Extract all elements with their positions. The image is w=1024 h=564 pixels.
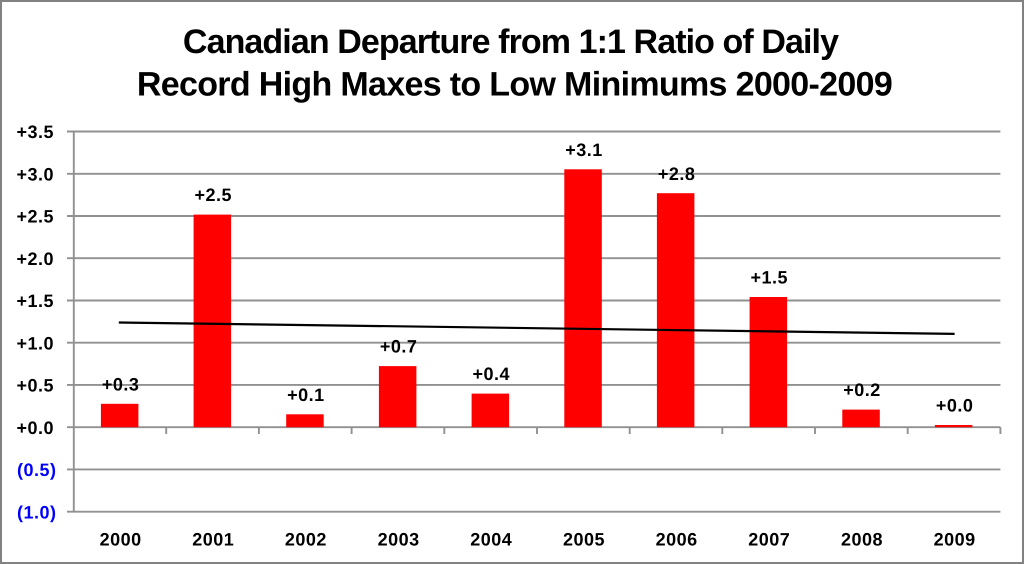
svg-text:+1.5: +1.5: [16, 291, 54, 311]
svg-text:+3.5: +3.5: [16, 122, 54, 142]
svg-text:+3.1: +3.1: [565, 140, 603, 160]
svg-text:+0.3: +0.3: [102, 374, 140, 394]
svg-text:2004: 2004: [470, 530, 512, 550]
svg-text:+0.7: +0.7: [380, 337, 418, 357]
svg-text:2000: 2000: [100, 530, 142, 550]
svg-text:+2.8: +2.8: [658, 164, 696, 184]
svg-text:Canadian Departure from 1:1 Ra: Canadian Departure from 1:1 Ratio of Dai…: [183, 23, 839, 61]
svg-text:2003: 2003: [378, 530, 420, 550]
svg-text:+2.5: +2.5: [195, 185, 233, 205]
svg-text:+0.0: +0.0: [16, 418, 54, 438]
svg-text:+0.2: +0.2: [843, 380, 881, 400]
svg-text:+3.0: +3.0: [16, 164, 54, 184]
svg-text:+0.1: +0.1: [287, 385, 325, 405]
svg-text:2001: 2001: [192, 530, 234, 550]
svg-text:2002: 2002: [285, 530, 327, 550]
svg-text:2006: 2006: [656, 530, 698, 550]
svg-text:+0.0: +0.0: [936, 396, 974, 416]
svg-text:+1.5: +1.5: [751, 268, 789, 288]
svg-text:+2.0: +2.0: [16, 249, 54, 269]
svg-text:+0.5: +0.5: [16, 376, 54, 396]
svg-text:2007: 2007: [748, 530, 790, 550]
svg-text:Record High Maxes to Low Minim: Record High Maxes to Low Minimums 2000-2…: [137, 66, 892, 104]
svg-text:2005: 2005: [563, 530, 605, 550]
svg-text:(1.0): (1.0): [17, 502, 57, 522]
svg-text:2009: 2009: [934, 530, 976, 550]
svg-text:+0.4: +0.4: [473, 364, 511, 384]
svg-text:+1.0: +1.0: [16, 333, 54, 353]
svg-text:(0.5): (0.5): [17, 460, 57, 480]
svg-text:2008: 2008: [841, 530, 883, 550]
svg-text:+2.5: +2.5: [16, 207, 54, 227]
